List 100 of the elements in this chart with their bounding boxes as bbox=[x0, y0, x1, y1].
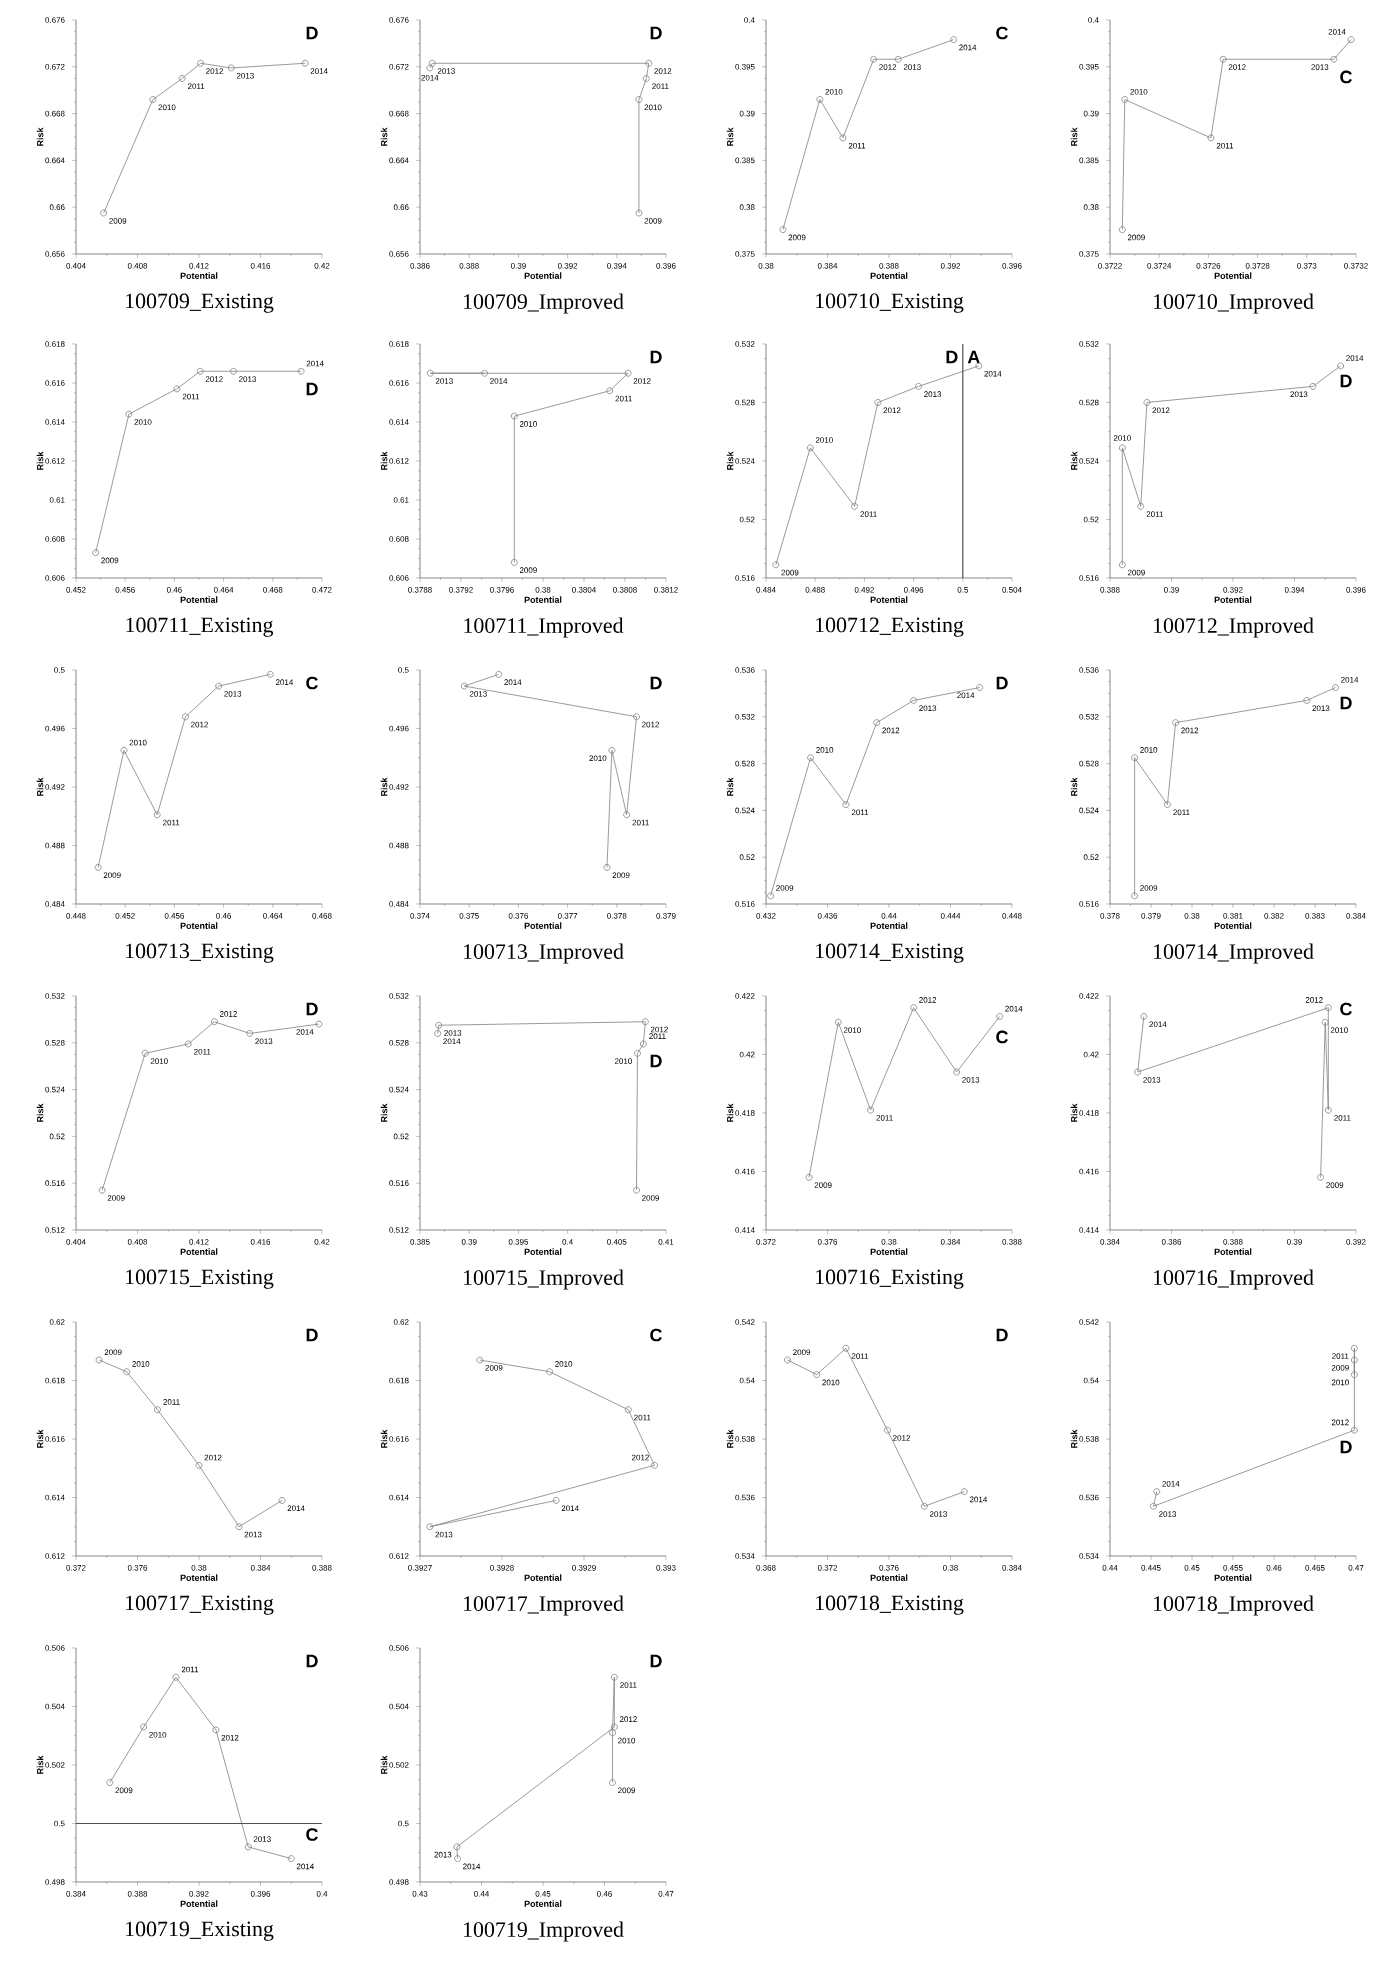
point bbox=[610, 1723, 618, 1731]
text: 100711_Existing bbox=[126, 617, 274, 637]
text: 100718_Existing bbox=[816, 1595, 964, 1615]
annotation: D bbox=[306, 1328, 318, 1342]
annotation: D bbox=[306, 1002, 318, 1016]
point bbox=[1164, 801, 1171, 808]
point bbox=[172, 1673, 180, 1681]
annotation: D bbox=[650, 1654, 662, 1668]
point bbox=[651, 1461, 658, 1469]
point bbox=[894, 55, 902, 63]
point bbox=[623, 811, 631, 819]
text: 100712_Improved bbox=[1153, 617, 1314, 638]
point bbox=[1219, 55, 1227, 63]
annotation: D bbox=[306, 382, 318, 396]
point bbox=[873, 719, 881, 727]
point bbox=[140, 1723, 148, 1731]
point bbox=[182, 713, 189, 721]
point bbox=[510, 412, 518, 420]
point bbox=[184, 1040, 192, 1048]
text: 100709_Existing bbox=[126, 293, 274, 313]
annotation: D bbox=[650, 1054, 662, 1068]
point bbox=[807, 754, 814, 762]
annotation: A bbox=[967, 350, 980, 364]
text: 100712_Existing bbox=[816, 617, 964, 637]
point bbox=[197, 59, 204, 67]
point bbox=[1131, 754, 1139, 762]
point bbox=[1303, 697, 1311, 704]
text: 100709_Improved bbox=[463, 293, 624, 314]
point bbox=[1121, 96, 1129, 103]
point bbox=[867, 1106, 874, 1114]
point bbox=[920, 1502, 928, 1510]
text: 100713_Improved bbox=[463, 943, 624, 964]
point bbox=[645, 59, 653, 67]
point bbox=[1350, 1371, 1358, 1379]
point bbox=[244, 1843, 252, 1851]
point bbox=[1330, 55, 1338, 63]
point bbox=[1118, 444, 1126, 452]
point bbox=[235, 1523, 243, 1531]
annotation: D bbox=[1340, 374, 1352, 388]
point bbox=[842, 1344, 850, 1352]
annotation: D bbox=[306, 26, 318, 40]
point bbox=[639, 1040, 647, 1048]
point bbox=[610, 1673, 618, 1681]
text: 100714_Improved bbox=[1153, 943, 1314, 964]
text: 100717_Existing bbox=[126, 1595, 274, 1615]
point bbox=[154, 1406, 161, 1414]
text: 100716_Existing bbox=[816, 1269, 964, 1289]
annotation: D bbox=[996, 1328, 1008, 1342]
point bbox=[178, 75, 186, 82]
point bbox=[624, 1406, 632, 1414]
point bbox=[196, 367, 204, 375]
text: 100718_Improved bbox=[1153, 1595, 1314, 1616]
point bbox=[125, 410, 133, 418]
point bbox=[806, 444, 814, 452]
point bbox=[153, 811, 161, 819]
point bbox=[195, 1461, 203, 1469]
point bbox=[834, 1018, 842, 1026]
point bbox=[1350, 1426, 1358, 1434]
text: 100719_Improved bbox=[463, 1921, 624, 1942]
annotation: D bbox=[650, 350, 662, 364]
text: 100719_Existing bbox=[126, 1921, 274, 1941]
point bbox=[624, 369, 632, 377]
point bbox=[1134, 1068, 1142, 1076]
point bbox=[149, 96, 157, 103]
point bbox=[641, 1018, 649, 1026]
point bbox=[634, 1049, 641, 1057]
point bbox=[633, 713, 640, 721]
point bbox=[851, 502, 858, 510]
text: 100713_Existing bbox=[126, 943, 274, 963]
point bbox=[813, 1371, 821, 1379]
annotation: D bbox=[1340, 1440, 1352, 1454]
point bbox=[453, 1843, 461, 1851]
point bbox=[173, 385, 181, 393]
point bbox=[428, 59, 436, 67]
point bbox=[635, 96, 643, 103]
annotation: D bbox=[1340, 696, 1352, 710]
point bbox=[1143, 399, 1151, 406]
point bbox=[608, 747, 616, 754]
point bbox=[123, 1368, 131, 1376]
point bbox=[1324, 1004, 1332, 1012]
annotation: C bbox=[306, 1828, 318, 1841]
point bbox=[1150, 1502, 1157, 1510]
point bbox=[120, 747, 128, 754]
point bbox=[1321, 1018, 1329, 1026]
annotation: D bbox=[306, 1654, 318, 1668]
point bbox=[141, 1049, 149, 1057]
text: 100715_Improved bbox=[463, 1269, 624, 1290]
annotation: C bbox=[996, 26, 1008, 40]
point bbox=[1350, 1344, 1358, 1352]
annotation: D bbox=[996, 676, 1008, 690]
point bbox=[460, 682, 468, 690]
point bbox=[953, 1068, 961, 1076]
point bbox=[842, 801, 850, 808]
point bbox=[215, 682, 223, 690]
point bbox=[246, 1030, 254, 1037]
point bbox=[642, 75, 650, 82]
point bbox=[910, 697, 918, 704]
point bbox=[435, 1021, 443, 1029]
annotation: C bbox=[306, 676, 318, 690]
point bbox=[884, 1426, 891, 1434]
